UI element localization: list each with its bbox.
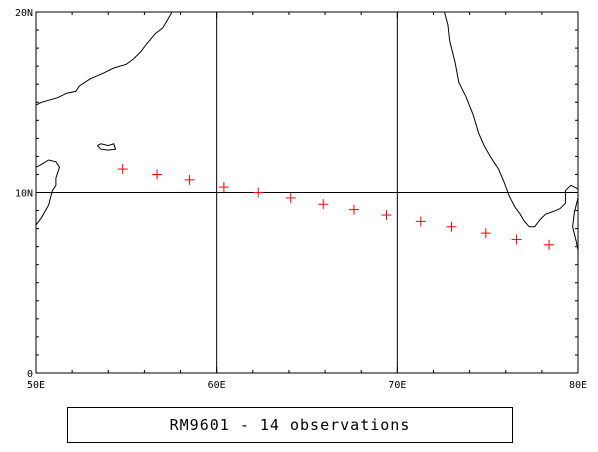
observation-point [511, 234, 522, 245]
grid-layer [36, 12, 578, 373]
axis-tick-labels: 50E 60E 70E 80E 0 10N 20N [15, 8, 587, 391]
coastline-srilanka [572, 197, 578, 251]
observation-point [253, 187, 264, 198]
x-tick-label: 70E [388, 380, 406, 391]
observation-point [218, 182, 229, 193]
y-tick-label: 20N [15, 8, 33, 19]
x-tick-label: 80E [569, 380, 587, 391]
observation-point [152, 169, 163, 180]
caption-box: RM9601 - 14 observations [67, 407, 513, 443]
axis-ticks [35, 11, 579, 374]
observation-point [318, 199, 329, 210]
observation-point [544, 239, 555, 250]
x-tick-label: 50E [27, 380, 45, 391]
coastline-socotra [97, 143, 117, 151]
observation-point [480, 228, 491, 239]
observation-point [348, 204, 359, 215]
y-tick-label: 0 [27, 369, 33, 380]
observation-markers [117, 164, 555, 250]
coastline-somalia [36, 159, 61, 226]
coastline-arabia [36, 12, 173, 106]
caption-text: RM9601 - 14 observations [169, 416, 411, 434]
x-tick-label: 60E [208, 380, 226, 391]
observation-point [285, 192, 296, 203]
y-tick-label: 10N [15, 189, 33, 200]
observation-point [117, 164, 128, 175]
coastline-india [443, 12, 578, 228]
observation-point [446, 221, 457, 232]
observation-point [184, 174, 195, 185]
observation-point [381, 210, 392, 221]
coastline-layer [36, 12, 578, 251]
observation-point [415, 216, 426, 227]
